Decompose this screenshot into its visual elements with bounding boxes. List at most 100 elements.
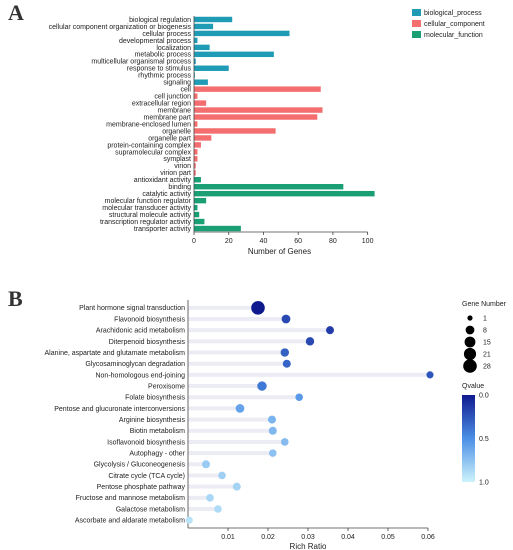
category-label-virion-part: virion part [160,170,191,177]
panel-b: B Plant hormone signal transduction Flavo… [8,286,507,550]
point-citrate-cycle-tca-cycle [218,471,226,480]
category-label-cellular-component-organization-or-biogenesis: cellular component organization or bioge… [49,24,192,31]
point-pentose-phosphate-pathway [232,482,241,491]
point-plant-hormone-signal-transduction [251,301,265,315]
category-label-protein-containing-complex: protein-containing complex [107,142,191,149]
panel-b-x-tick-label-0-04: 0.04 [341,534,355,541]
pathway-label-isoflavonoid-biosynthesis: Isoflavonoid biosynthesis [107,439,185,446]
pathway-label-arginine-biosynthesis: Arginine biosynthesis [119,417,186,424]
bar-binding [194,183,344,190]
category-label-membrane: membrane [158,107,192,114]
bar-cellular-component-organization-or-biogenesis [194,23,214,30]
size-legend-title: Gene Number [462,301,507,308]
category-label-cell-junction: cell junction [154,94,191,101]
category-label-molecular-function-regulator: molecular function regulator [105,198,192,205]
panel-b-x-tick-label-0-05: 0.05 [381,534,395,541]
point-diterpenoid-biosynthesis [305,337,315,346]
panel-a-x-tick-label-0: 0 [192,238,196,245]
bar-localization [194,44,210,51]
pathway-label-fructose-and-mannose-metabolism: Fructose and mannose metabolism [76,495,185,502]
bar-virion-part [194,170,196,176]
category-label-supramolecular-complex: supramolecular complex [115,149,191,156]
size-legend-label-28: 28 [483,364,491,371]
panel-a-x-tick-label-80: 80 [329,238,337,245]
point-fructose-and-mannose-metabolism [206,494,214,502]
bar-catalytic-activity [194,190,375,197]
bar-supramolecular-complex [194,149,198,155]
bar-virion [194,163,196,169]
panel-b-x-tick-label-0-03: 0.03 [301,534,315,541]
bar-structural-molecule-activity [194,211,200,218]
panel-b-x-axis: 0.01 0.02 0.03 0.04 0.05 0.06 [187,300,435,541]
panel-b-points [185,301,434,524]
pathway-label-citrate-cycle-tca-cycle: Citrate cycle (TCA cycle) [108,473,185,480]
bar-developmental-process [194,37,198,44]
legend-label-biological-process: biological_process [424,10,482,17]
point-glycosaminoglycan-degradation [282,359,291,368]
panel-b-x-axis-title: Rich Ratio [290,542,327,550]
color-legend-tick-1-0: 1.0 [479,480,489,487]
pathway-label-pentose-and-glucuronate-interconversions: Pentose and glucuronate interconversions [54,406,185,413]
pathway-label-diterpenoid-biosynthesis: Diterpenoid biosynthesis [109,339,186,346]
legend-label-cellular-component: cellular_component [424,21,485,28]
color-legend-tick-0-0: 0.0 [479,393,489,400]
category-label-antioxidant-activity: antioxidant activity [134,177,192,184]
bar-organelle [194,128,276,134]
category-label-organelle-part: organelle part [148,135,191,142]
point-non-homologous-end-joining [426,371,434,379]
pathway-label-arachidonic-acid-metabolism: Arachidonic acid metabolism [96,328,185,335]
panel-a-bars [194,16,375,232]
bar-response-to-stimulus [194,65,229,71]
pathway-label-non-homologous-end-joining: Non-homologous end-joining [95,372,185,379]
pathway-label-pentose-phosphate-pathway: Pentose phosphate pathway [97,484,186,491]
pathway-label-ascorbate-and-aldarate-metabolism: Ascorbate and aldarate metabolism [75,518,185,525]
panel-a-x-axis-title: Number of Genes [248,247,311,256]
size-legend-dot-28 [463,359,477,373]
pathway-label-alanine-aspartate-and-glutamate-metabolism: Alanine, aspartate and glutamate metabol… [45,350,186,357]
bar-membrane [194,107,323,113]
panel-a-letter: A [8,0,24,25]
size-legend-dot-21 [463,347,477,361]
panel-a-legend: biological_process cellular_componentmole… [412,9,485,39]
bar-biological-regulation [194,16,233,23]
pathway-label-peroxisome: Peroxisome [148,383,185,390]
panel-a-x-axis: 0 20 40 60 80 100 [192,16,374,245]
panel-b-x-tick-label-0-01: 0.01 [221,534,235,541]
panel-b-size-legend: Gene Number 1 8 15 21 28 [462,301,507,373]
size-legend-label-8: 8 [483,328,487,335]
size-legend-dot-15 [464,336,476,348]
panel-b-gridlines [188,305,430,523]
legend-swatch-molecular-function [412,31,421,38]
bar-transcription-regulator-activity [194,218,205,225]
legend-label-molecular-function: molecular_function [424,32,483,39]
point-ascorbate-and-aldarate-metabolism [185,516,193,524]
color-legend-bar [462,395,475,482]
bar-molecular-transducer-activity [194,204,198,211]
bar-transporter-activity [194,225,241,232]
category-label-signaling: signaling [163,80,191,87]
bar-antioxidant-activity [194,177,201,183]
point-alanine-aspartate-and-glutamate-metabolism [280,348,289,357]
category-label-structural-molecule-activity: structural molecule activity [109,212,192,219]
bar-cellular-process [194,30,290,37]
category-label-molecular-transducer-activity: molecular transducer activity [102,205,191,212]
category-label-rhythmic-process: rhythmic process [138,73,191,80]
bar-membrane-enclosed-lumen [194,121,198,127]
point-galactose-metabolism [214,505,222,513]
category-label-localization: localization [156,45,191,52]
point-glycolysis-gluconeogenesis [201,460,211,469]
category-label-organelle: organelle [162,128,191,135]
bar-rhythmic-process [194,72,195,78]
point-arginine-biosynthesis [267,415,277,424]
point-arachidonic-acid-metabolism [325,326,335,335]
point-folate-biosynthesis [295,393,304,402]
point-isoflavonoid-biosynthesis [281,438,289,446]
category-label-cell: cell [180,87,191,94]
color-legend-title: Qvalue [462,383,484,390]
point-peroxisome [257,381,267,391]
panel-a-x-tick-label-60: 60 [294,238,302,245]
legend-swatch-biological-process [412,9,421,16]
pathway-label-flavonoid-biosynthesis: Flavonoid biosynthesis [114,316,185,323]
bar-metabolic-process [194,51,274,58]
category-label-virion: virion [174,163,191,170]
